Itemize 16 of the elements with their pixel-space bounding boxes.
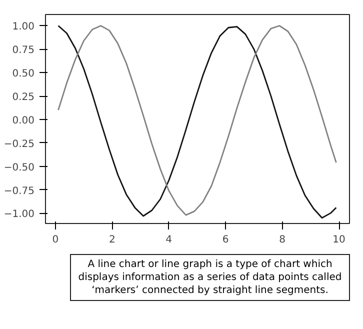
y-tick-label: 0.75 bbox=[12, 45, 34, 56]
y-tick-label: 0.00 bbox=[12, 115, 34, 126]
y-tick-label: −0.75 bbox=[4, 186, 35, 197]
text: A line chart or line graph is a type of chart which displays information as a series of data points called ‘markers’ connected by straight line segments. bbox=[77, 258, 343, 297]
x-tick-label: 8 bbox=[279, 234, 286, 246]
x-tick-label: 4 bbox=[166, 234, 172, 246]
x-tick-label: 0 bbox=[52, 234, 59, 246]
x-tick-label: 10 bbox=[332, 234, 346, 246]
y-tick-label: −0.25 bbox=[4, 138, 35, 150]
y-tick-label: 1.00 bbox=[12, 22, 34, 33]
y-tick-label: −1.00 bbox=[4, 209, 35, 220]
x-tick-label: 2 bbox=[108, 234, 116, 246]
y-tick-label: 0.25 bbox=[12, 92, 34, 104]
x-tick-label: 6 bbox=[222, 234, 229, 246]
y-tick-label: −0.50 bbox=[4, 162, 35, 174]
y-tick-label: 0.50 bbox=[12, 68, 34, 80]
